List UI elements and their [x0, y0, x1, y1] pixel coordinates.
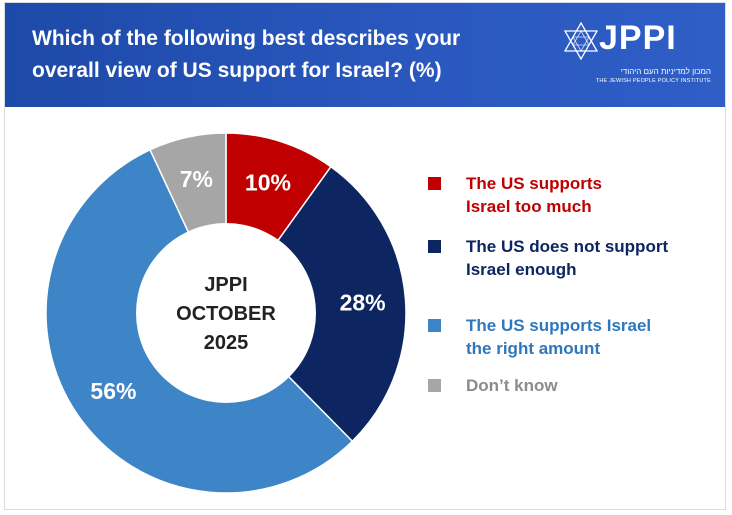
logo-subtitle-hebrew: המכון למדיניות העם היהודי — [620, 67, 711, 76]
logo-wordmark: JPPI — [599, 19, 677, 57]
legend-label-line1: The US supports Israel — [466, 316, 652, 335]
legend-label-line1: Don’t know — [466, 376, 558, 395]
header-banner: Which of the following best describes yo… — [5, 3, 725, 107]
legend-swatch — [428, 319, 441, 332]
star-of-david-icon — [563, 21, 599, 61]
data-label-not-enough: 28% — [340, 289, 386, 315]
jppi-logo: JPPI המכון למדיניות העם היהודי THE JEWIS… — [553, 17, 723, 97]
data-label-dont-know: 7% — [180, 166, 213, 192]
center-label: JPPI OCTOBER 2025 — [176, 274, 276, 354]
legend-label-line2: the right amount — [466, 339, 601, 358]
donut-slice-not-enough — [225, 165, 407, 443]
legend-swatch — [428, 379, 441, 392]
legend-swatch — [428, 177, 441, 190]
data-label-right-amount: 56% — [90, 378, 136, 404]
chart-title: Which of the following best describes yo… — [32, 27, 461, 82]
center-label-line: 2025 — [204, 332, 249, 354]
legend-label-line1: The US supports — [466, 174, 603, 193]
legend-label-line2: Israel too much — [466, 197, 592, 216]
legend-swatch — [428, 240, 441, 253]
legend-label-line1: The US does not support — [466, 237, 669, 256]
data-labels: 10% 28% 56% 7% — [90, 166, 385, 404]
center-label-line: OCTOBER — [176, 303, 276, 325]
logo-subtitle-english: THE JEWISH PEOPLE POLICY INSTITUTE — [595, 78, 711, 84]
legend-label-line2: Israel enough — [466, 260, 577, 279]
donut-hole — [136, 223, 316, 403]
center-label-line: JPPI — [204, 274, 247, 296]
data-label-too-much: 10% — [245, 170, 291, 196]
